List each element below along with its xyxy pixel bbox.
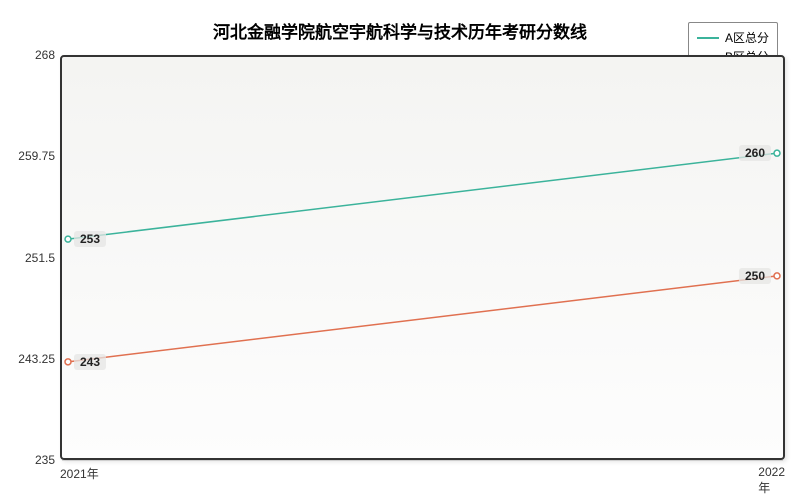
- chart-title: 河北金融学院航空宇航科学与技术历年考研分数线: [0, 18, 800, 43]
- x-tick-label: 2021年: [60, 465, 99, 482]
- series-point: [65, 236, 71, 242]
- point-label: 260: [739, 145, 771, 161]
- y-tick-label: 251.5: [25, 251, 55, 265]
- y-tick-label: 268: [35, 48, 55, 62]
- point-label: 253: [74, 231, 106, 247]
- gridline: [62, 460, 783, 461]
- point-label: 250: [739, 268, 771, 284]
- legend-item-a: A区总分: [697, 29, 769, 46]
- legend-label-a: A区总分: [725, 29, 769, 46]
- series-line: [68, 153, 777, 239]
- point-label: 243: [74, 354, 106, 370]
- y-tick-label: 259.75: [18, 149, 55, 163]
- y-tick-label: 235: [35, 453, 55, 467]
- y-tick-label: 243.25: [18, 352, 55, 366]
- series-line: [68, 276, 777, 362]
- series-point: [774, 273, 780, 279]
- line-svg: [60, 55, 785, 460]
- series-point: [774, 150, 780, 156]
- x-tick-label: 2022年: [758, 465, 785, 496]
- series-point: [65, 359, 71, 365]
- chart-container: 河北金融学院航空宇航科学与技术历年考研分数线 A区总分 B区总分 235243.…: [0, 0, 800, 500]
- legend-swatch-a: [697, 37, 719, 39]
